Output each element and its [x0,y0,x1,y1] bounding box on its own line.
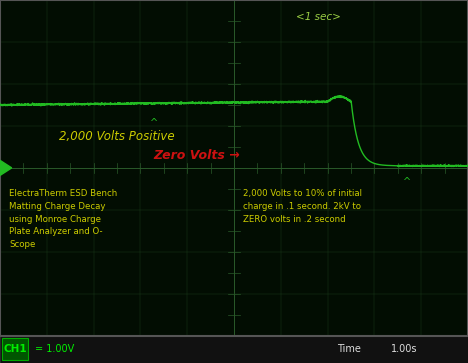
Polygon shape [0,160,12,175]
Text: ^: ^ [150,118,159,127]
Text: 1.00s: 1.00s [391,344,417,354]
Text: Time: Time [337,344,361,354]
Text: Zero Volts →: Zero Volts → [153,148,240,162]
Text: CH1: CH1 [3,344,27,354]
Text: 2,000 Volts Positive: 2,000 Volts Positive [59,130,175,143]
Text: 2,000 Volts to 10% of initial
charge in .1 second. 2kV to
ZERO volts in .2 secon: 2,000 Volts to 10% of initial charge in … [243,189,362,224]
FancyBboxPatch shape [2,338,28,360]
Text: = 1.00V: = 1.00V [35,344,74,354]
Text: ^: ^ [403,177,411,187]
Text: ElectraTherm ESD Bench
Matting Charge Decay
using Monroe Charge
Plate Analyzer a: ElectraTherm ESD Bench Matting Charge De… [9,189,117,249]
Text: <1 sec>: <1 sec> [296,12,341,22]
